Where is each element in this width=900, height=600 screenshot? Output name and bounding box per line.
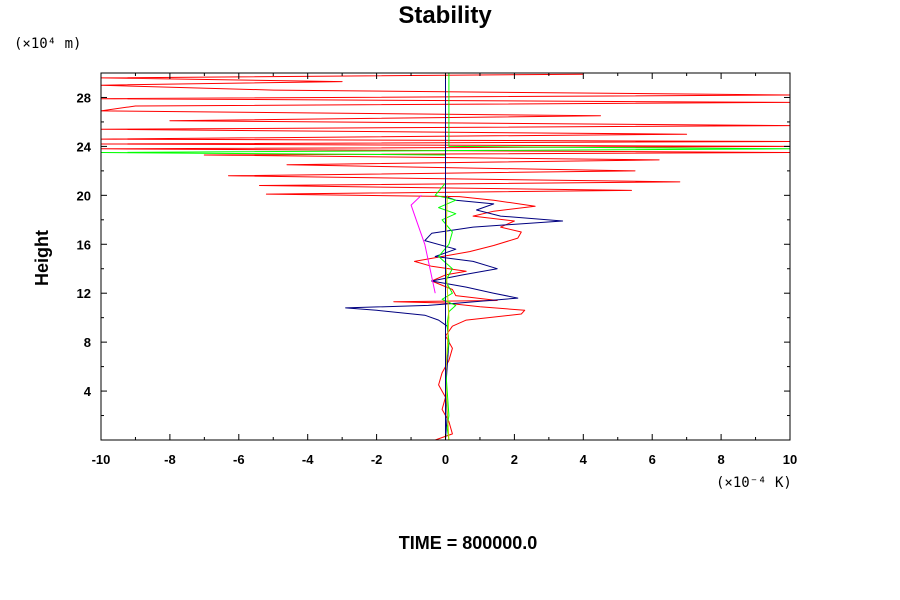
time-label: TIME = 800000.0 [399, 533, 538, 553]
series-layer [101, 73, 790, 440]
y-tick-label: 4 [84, 384, 92, 399]
x-tick-label: 10 [783, 452, 797, 467]
x-tick-label: -8 [164, 452, 176, 467]
y-tick-label: 8 [84, 335, 91, 350]
x-tick-label: 8 [717, 452, 724, 467]
x-tick-label: 6 [649, 452, 656, 467]
y-tick-label: 20 [77, 188, 91, 203]
x-tick-label: -4 [302, 452, 314, 467]
chart-title: Stability [398, 2, 492, 29]
x-tick-label: -2 [371, 452, 383, 467]
x-tick-label: -6 [233, 452, 245, 467]
y-axis-label: Height [32, 230, 52, 286]
series-line-1 [101, 73, 790, 440]
x-tick-label: -10 [92, 452, 111, 467]
y-tick-label: 28 [77, 90, 91, 105]
y-tick-label: 12 [77, 286, 91, 301]
x-tick-label: 4 [580, 452, 588, 467]
x-unit-label: (×10⁻⁴ K) [716, 475, 792, 491]
x-tick-label: 2 [511, 452, 518, 467]
series-line-4 [410, 194, 436, 294]
y-tick-label: 16 [77, 237, 91, 252]
y-unit-label: (×10⁴ m) [14, 36, 81, 52]
series-line-5 [445, 195, 450, 440]
x-tick-label: 0 [442, 452, 449, 467]
y-tick-label: 24 [77, 139, 92, 154]
